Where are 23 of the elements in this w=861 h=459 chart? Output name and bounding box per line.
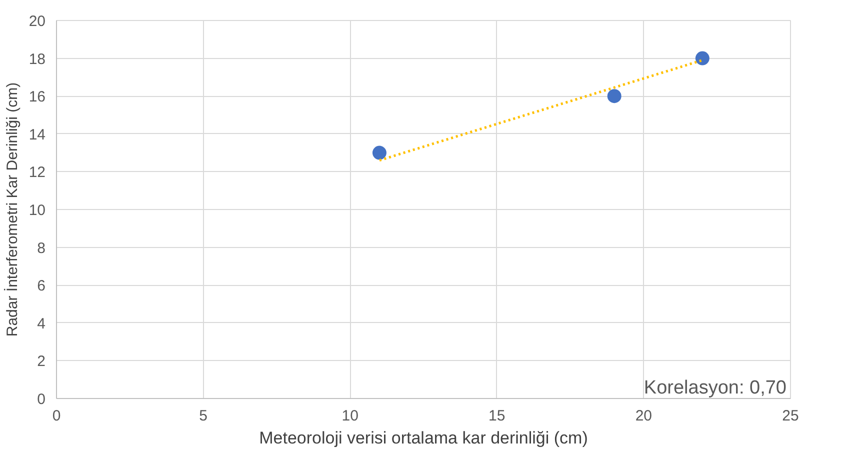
y-tick-label: 14 [28,126,46,144]
x-axis-title: Meteoroloji verisi ortalama kar derinliği (cm) [259,428,588,448]
point [607,89,622,104]
x-tick-label: 0 [52,408,61,424]
y-tick-label: 10 [28,202,46,219]
y-tick-label: 20 [28,13,46,30]
annotation: Korelasyon: 0,70 [644,378,786,398]
y-axis-title: Radar İnterferometri Kar Derinliği (cm) [2,82,21,337]
y-tick-label: 2 [37,353,46,370]
x-tick-label: 15 [488,408,506,424]
y-tick-label: 8 [37,240,46,257]
y-tick-label: 6 [37,278,46,295]
point [372,146,386,160]
y-tick-label: 12 [28,164,46,182]
y-tick-label: 18 [28,50,46,68]
x-tick-label: 10 [342,408,358,424]
y-tick-label: 0 [37,391,46,408]
point [695,51,710,66]
x-tick-label: 25 [782,408,799,424]
x-tick-label: 5 [199,408,208,424]
x-tick-label: 20 [635,408,652,424]
y-tick-label: 16 [28,88,46,106]
y-tick-label: 4 [37,315,46,332]
